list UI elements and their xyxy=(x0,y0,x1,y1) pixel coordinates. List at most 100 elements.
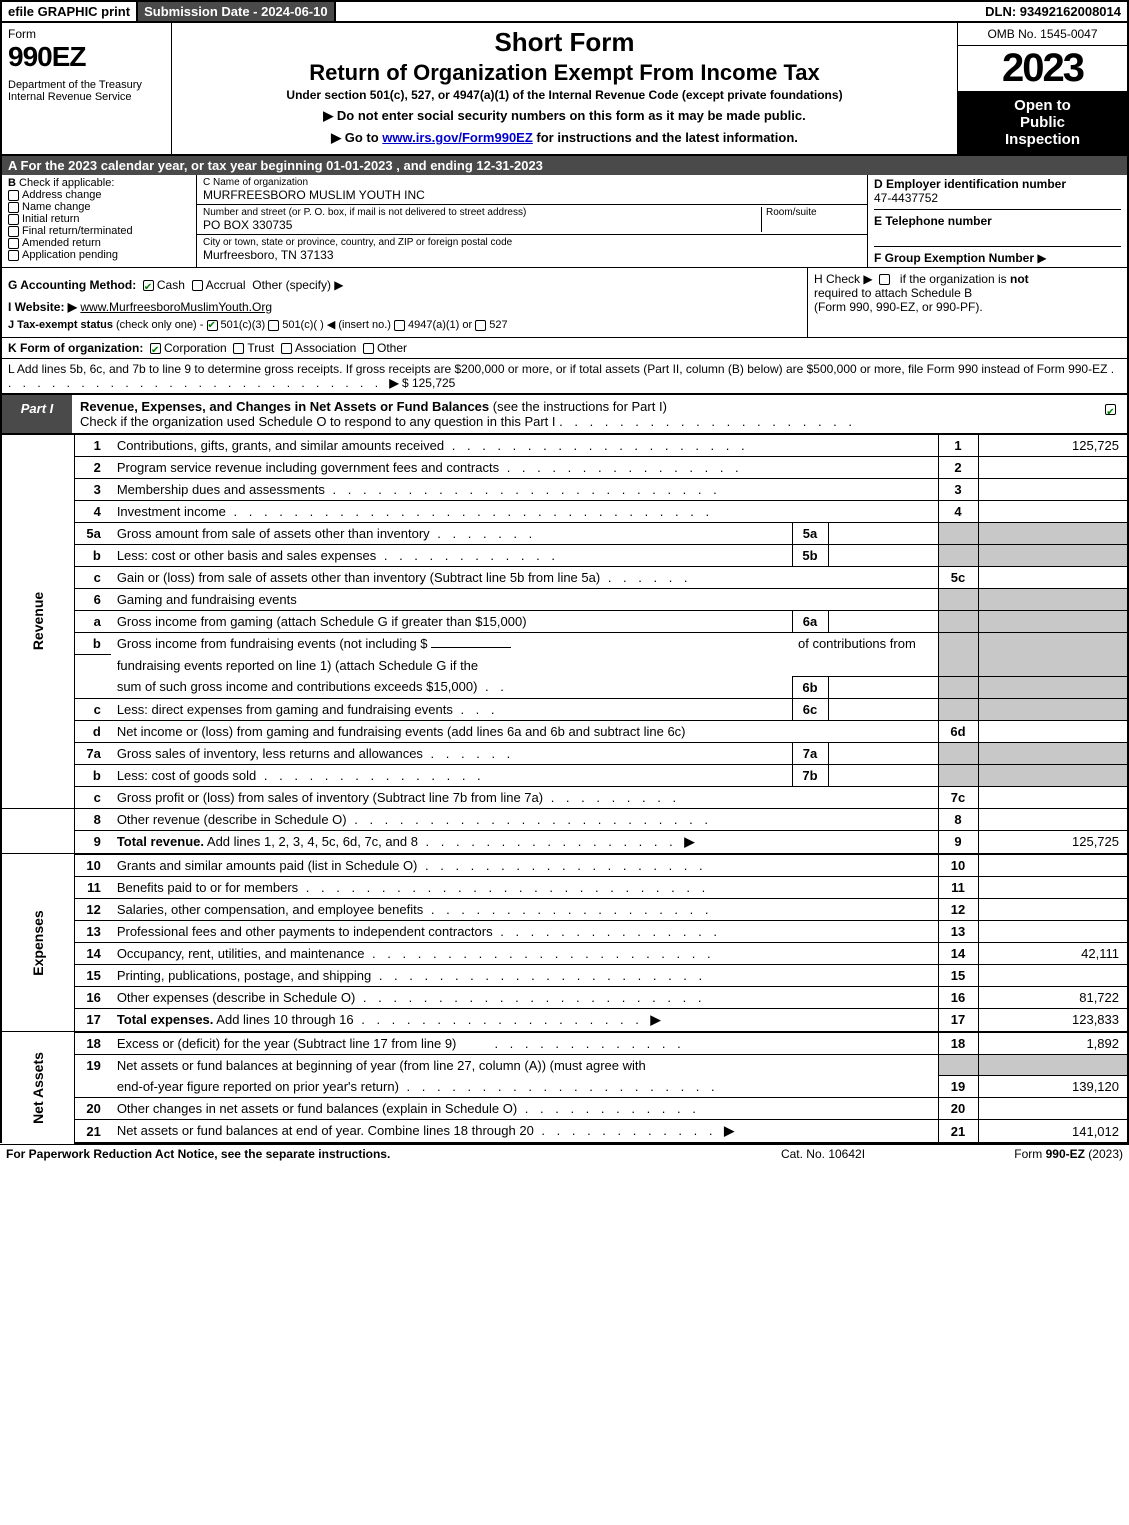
f-group-arrow: ▶ xyxy=(1037,251,1046,265)
instr2-link[interactable]: www.irs.gov/Form990EZ xyxy=(382,130,533,145)
f-group: F Group Exemption Number ▶ xyxy=(874,247,1121,265)
l7a-subval xyxy=(828,742,938,764)
section-bcd: B Check if applicable: Address change Na… xyxy=(0,175,1129,268)
l6b-blank[interactable] xyxy=(431,647,511,648)
checkbox-amended-return[interactable] xyxy=(8,238,19,249)
l5b-col xyxy=(938,545,978,567)
line-7a: 7a Gross sales of inventory, less return… xyxy=(1,742,1128,764)
l6a-desc: Gross income from gaming (attach Schedul… xyxy=(111,611,792,633)
opt-final: Final return/terminated xyxy=(22,225,133,237)
header-left: Form 990EZ Department of the Treasury In… xyxy=(2,23,172,154)
sidecat-net-assets: Net Assets xyxy=(1,1032,74,1144)
l10-col: 10 xyxy=(938,854,978,877)
line-6d: d Net income or (loss) from gaming and f… xyxy=(1,720,1128,742)
checkbox-501c3[interactable] xyxy=(207,320,218,331)
l12-amt xyxy=(978,898,1128,920)
i-website[interactable]: www.MurfreesboroMuslimYouth.Org xyxy=(80,300,272,314)
checkbox-address-change[interactable] xyxy=(8,190,19,201)
part-i-checkbox-cell xyxy=(1097,395,1127,433)
instr2-post: for instructions and the latest informat… xyxy=(533,130,798,145)
checkbox-association[interactable] xyxy=(281,343,292,354)
j-label: J Tax-exempt status xyxy=(8,319,113,331)
line-5b: b Less: cost or other basis and sales ex… xyxy=(1,545,1128,567)
checkbox-initial-return[interactable] xyxy=(8,214,19,225)
part-i-title-bold: Revenue, Expenses, and Changes in Net As… xyxy=(80,399,489,414)
h-text1: H Check ▶ xyxy=(814,272,873,286)
submission-date: Submission Date - 2024-06-10 xyxy=(136,2,336,21)
checkbox-trust[interactable] xyxy=(233,343,244,354)
return-title: Return of Organization Exempt From Incom… xyxy=(178,60,951,86)
l7b-subval xyxy=(828,764,938,786)
line-19-2: end-of-year figure reported on prior yea… xyxy=(1,1076,1128,1098)
efile-label[interactable]: efile GRAPHIC print xyxy=(2,2,136,21)
opt-initial: Initial return xyxy=(22,213,79,225)
checkbox-final-return[interactable] xyxy=(8,226,19,237)
opt-pending: Application pending xyxy=(22,249,118,261)
l16-desc: Other expenses (describe in Schedule O) … xyxy=(111,986,938,1008)
h-not: not xyxy=(1010,272,1029,286)
l6c-col xyxy=(938,698,978,720)
l21-col: 21 xyxy=(938,1120,978,1144)
l1-num: 1 xyxy=(74,435,110,457)
topbar: efile GRAPHIC print Submission Date - 20… xyxy=(0,0,1129,23)
l7c-desc: Gross profit or (loss) from sales of inv… xyxy=(111,786,938,808)
l5b-desc: Less: cost or other basis and sales expe… xyxy=(111,545,792,567)
l6a-subval xyxy=(828,611,938,633)
l6d-num: d xyxy=(74,720,110,742)
form-header: Form 990EZ Department of the Treasury In… xyxy=(0,23,1129,156)
l6b-desc3: fundraising events reported on line 1) (… xyxy=(111,655,938,677)
l14-col: 14 xyxy=(938,942,978,964)
l7b-col xyxy=(938,764,978,786)
l20-col: 20 xyxy=(938,1098,978,1120)
l10-num: 10 xyxy=(74,854,110,877)
c-city: City or town, state or province, country… xyxy=(197,235,867,264)
checkbox-name-change[interactable] xyxy=(8,202,19,213)
checkbox-other-org[interactable] xyxy=(363,343,374,354)
l6c-desc: Less: direct expenses from gaming and fu… xyxy=(111,698,792,720)
checkbox-cash[interactable] xyxy=(143,280,154,291)
l12-desc: Salaries, other compensation, and employ… xyxy=(111,898,938,920)
header-center: Short Form Return of Organization Exempt… xyxy=(172,23,957,154)
i-label: I Website: ▶ xyxy=(8,300,77,314)
l7c-amt xyxy=(978,786,1128,808)
l19-amt-grey xyxy=(978,1054,1128,1076)
checkbox-527[interactable] xyxy=(475,320,486,331)
j-sub: (check only one) - xyxy=(116,319,203,331)
opt-address: Address change xyxy=(22,189,102,201)
checkbox-501c[interactable] xyxy=(268,320,279,331)
l7a-desc: Gross sales of inventory, less returns a… xyxy=(111,742,792,764)
l5a-num: 5a xyxy=(74,523,110,545)
l18-num: 18 xyxy=(74,1032,110,1055)
line-13: 13 Professional fees and other payments … xyxy=(1,920,1128,942)
section-b: B Check if applicable: Address change Na… xyxy=(2,175,197,267)
checkbox-accrual[interactable] xyxy=(192,280,203,291)
l19-num2 xyxy=(74,1076,110,1098)
k-o4: Other xyxy=(377,341,407,355)
l21-amt: 141,012 xyxy=(978,1120,1128,1144)
checkbox-application-pending[interactable] xyxy=(8,250,19,261)
l6c-sub: 6c xyxy=(792,698,828,720)
l8-desc: Other revenue (describe in Schedule O) .… xyxy=(111,808,938,830)
line-21: 21 Net assets or fund balances at end of… xyxy=(1,1120,1128,1144)
section-l: L Add lines 5b, 6c, and 7b to line 9 to … xyxy=(0,358,1129,395)
l6b-desc1: Gross income from fundraising events (no… xyxy=(111,633,792,655)
checkbox-schedule-b[interactable] xyxy=(879,274,890,285)
l6d-desc: Net income or (loss) from gaming and fun… xyxy=(111,720,938,742)
h-text4: (Form 990, 990-EZ, or 990-PF). xyxy=(814,300,983,314)
l11-col: 11 xyxy=(938,876,978,898)
line-5a: 5a Gross amount from sale of assets othe… xyxy=(1,523,1128,545)
checkbox-schedule-o[interactable] xyxy=(1105,404,1116,415)
line-2: 2 Program service revenue including gove… xyxy=(1,457,1128,479)
l20-desc: Other changes in net assets or fund bala… xyxy=(111,1098,938,1120)
line-9: 9 Total revenue. Add lines 1, 2, 3, 4, 5… xyxy=(1,830,1128,854)
c-name: C Name of organization MURFREESBORO MUSL… xyxy=(197,175,867,205)
checkbox-4947[interactable] xyxy=(394,320,405,331)
section-c: C Name of organization MURFREESBORO MUSL… xyxy=(197,175,867,267)
line-19-1: 19 Net assets or fund balances at beginn… xyxy=(1,1054,1128,1076)
form-number: 990EZ xyxy=(8,41,165,73)
line-16: 16 Other expenses (describe in Schedule … xyxy=(1,986,1128,1008)
d-ein-value: 47-4437752 xyxy=(874,191,938,205)
l20-num: 20 xyxy=(74,1098,110,1120)
checkbox-corporation[interactable] xyxy=(150,343,161,354)
l6a-sub: 6a xyxy=(792,611,828,633)
